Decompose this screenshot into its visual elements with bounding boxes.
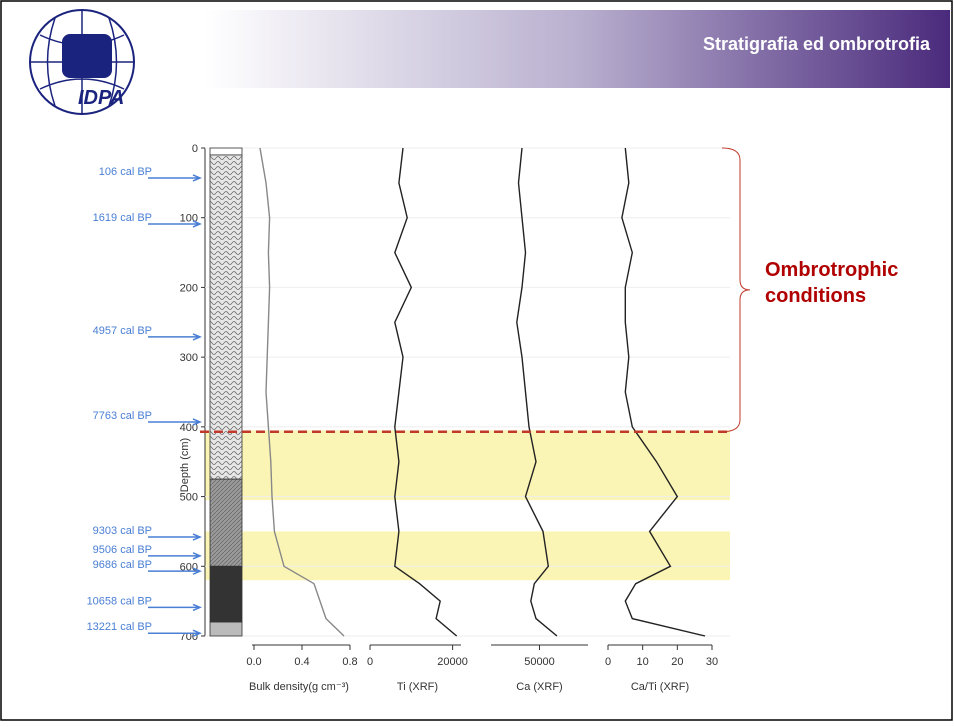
age-label: 9686 cal BP — [93, 559, 152, 571]
brace — [721, 147, 751, 433]
age-arrow — [148, 603, 202, 612]
x-tick-label: 0.8 — [342, 656, 357, 668]
y-tick-label: 0 — [192, 143, 198, 155]
x-tick-label: 50000 — [524, 656, 555, 668]
age-arrow — [148, 333, 202, 341]
lithology-unit — [209, 565, 243, 623]
age-arrow — [148, 629, 202, 637]
series-line — [394, 147, 458, 637]
age-label: 1619 cal BP — [93, 212, 152, 224]
age-label: 13221 cal BP — [87, 621, 152, 633]
logo-text: IDPA — [78, 87, 124, 109]
x-tick-label: 20000 — [437, 656, 468, 668]
y-tick-label: 600 — [180, 561, 198, 573]
logo: IDPA — [29, 9, 135, 115]
highlight-band — [205, 531, 730, 581]
age-label: 9303 cal BP — [93, 525, 152, 537]
series-line — [621, 147, 706, 637]
x-axis-label: Ca/Ti (XRF) — [631, 681, 689, 693]
age-label: 9506 cal BP — [93, 544, 152, 556]
lithology-unit — [209, 621, 243, 637]
y-tick-label: 500 — [180, 492, 198, 504]
series-line — [516, 147, 558, 637]
x-tick-label: 30 — [706, 656, 718, 668]
header-bar — [205, 10, 950, 88]
y-axis-label: Depth (cm) — [179, 438, 191, 492]
x-tick-label: 0 — [605, 656, 611, 668]
lithology-unit — [209, 147, 243, 156]
series-line — [259, 147, 345, 637]
age-arrow — [148, 567, 202, 575]
x-tick-label: 20 — [671, 656, 683, 668]
x-tick-label: 0.4 — [294, 656, 309, 668]
annotation: Ombrotrophic — [765, 259, 898, 281]
y-tick-label: 200 — [180, 282, 198, 294]
slide-title: Stratigrafia ed ombrotrofia — [703, 34, 931, 54]
age-arrow — [148, 174, 202, 182]
y-tick-label: 100 — [180, 213, 198, 225]
age-label: 10658 cal BP — [87, 595, 152, 607]
age-label: 7763 cal BP — [93, 410, 152, 422]
highlight-band — [205, 430, 730, 501]
x-tick-label: 0 — [367, 656, 373, 668]
lithology-unit — [209, 478, 243, 567]
lithology-unit — [209, 154, 243, 480]
x-axis-label: Bulk density(g cm⁻³) — [249, 681, 349, 693]
annotation: conditions — [765, 285, 866, 307]
age-arrow — [148, 418, 202, 426]
x-axis-label: Ti (XRF) — [397, 681, 438, 693]
x-axis-label: Ca (XRF) — [516, 681, 562, 693]
age-arrow — [148, 220, 202, 228]
age-arrow — [148, 533, 202, 541]
age-arrow — [148, 552, 202, 560]
age-label: 106 cal BP — [99, 166, 152, 178]
y-tick-label: 300 — [180, 352, 198, 364]
age-label: 4957 cal BP — [93, 325, 152, 337]
x-tick-label: 0.0 — [246, 656, 261, 668]
y-tick-label: 700 — [180, 631, 198, 643]
x-tick-label: 10 — [637, 656, 649, 668]
